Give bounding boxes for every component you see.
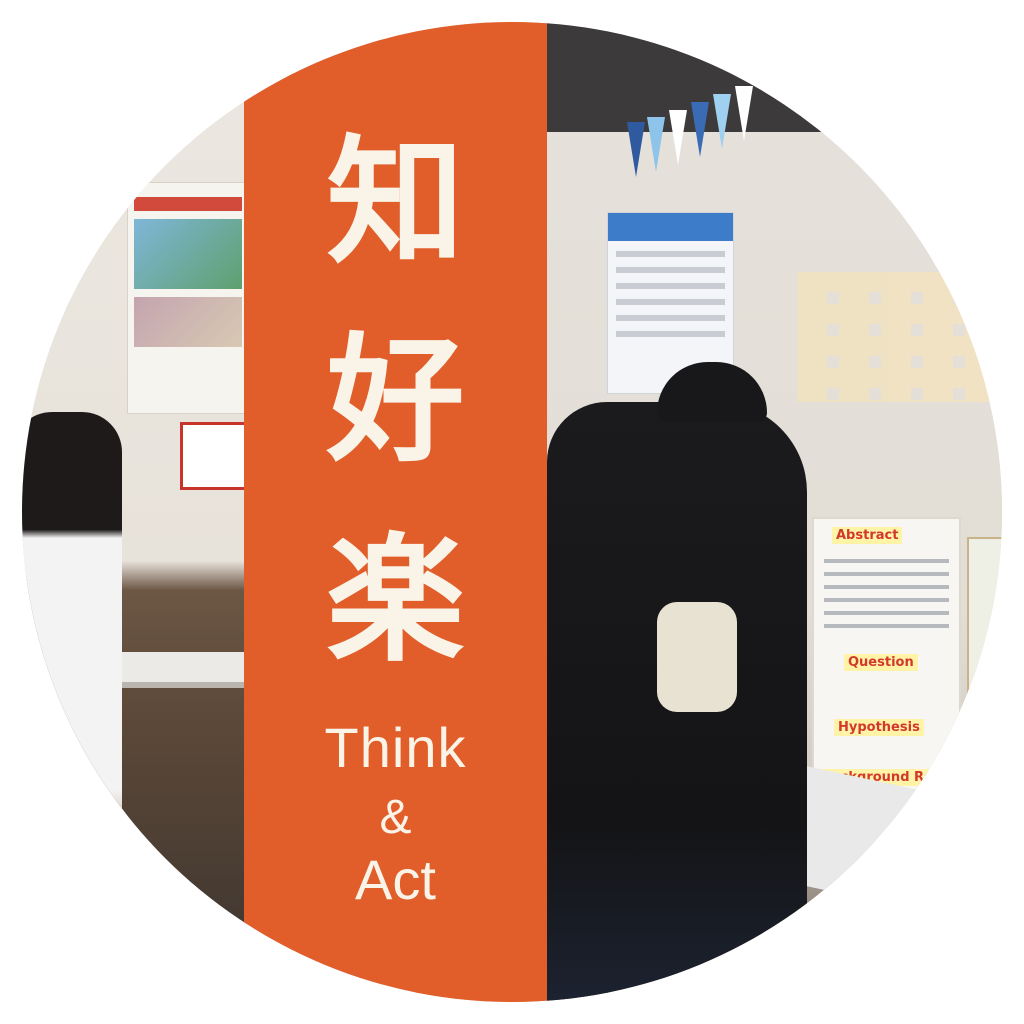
kanji-raku: 楽 bbox=[326, 520, 465, 681]
kanji-kou: 好 bbox=[326, 320, 465, 481]
wall-sign bbox=[180, 422, 250, 490]
bunting-flag bbox=[735, 86, 753, 141]
sticky-notes-wall bbox=[797, 272, 1002, 402]
shoulder-bag bbox=[657, 602, 737, 712]
bunting-flag bbox=[669, 110, 687, 165]
kanji-chi: 知 bbox=[326, 122, 465, 283]
board-label-abstract: Abstract bbox=[832, 527, 903, 544]
tagline-act: Act bbox=[355, 848, 436, 911]
bunting-flag bbox=[647, 117, 665, 172]
wall-poster bbox=[127, 182, 249, 414]
visitor-person bbox=[22, 412, 122, 832]
bunting-flag bbox=[691, 102, 709, 157]
orange-title-banner: 知 好 楽 Think & Act bbox=[244, 22, 547, 1002]
photo-left-exhibition-room bbox=[22, 22, 252, 1002]
bunting-flag bbox=[627, 122, 645, 177]
circular-photo-frame: Abstract Question Hypothesis Background … bbox=[22, 22, 1002, 1002]
bunting-flag bbox=[713, 94, 731, 149]
ceiling bbox=[547, 22, 1002, 132]
tagline-think: Think bbox=[324, 716, 467, 779]
board-label-hypothesis: Hypothesis bbox=[834, 719, 924, 736]
photo-right-exhibition-room: Abstract Question Hypothesis Background … bbox=[547, 22, 1002, 1002]
board-label-question: Question bbox=[844, 654, 918, 671]
research-board bbox=[967, 537, 1002, 771]
tagline-ampersand: & bbox=[379, 791, 412, 844]
